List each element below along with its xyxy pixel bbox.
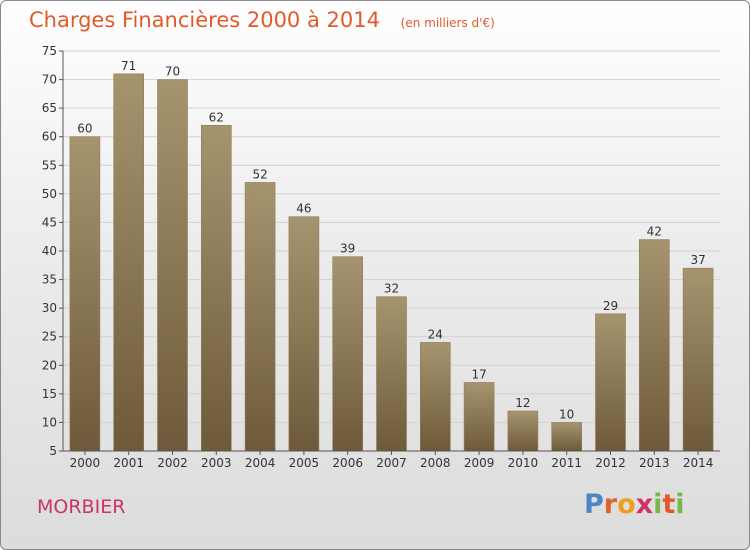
bar [551,422,583,452]
x-tick-label: 2000 [70,456,101,470]
bar [244,182,276,452]
y-tick-label: 45 [42,215,57,229]
data-label: 32 [384,282,399,296]
bar [332,256,364,452]
bar [682,267,714,452]
data-label: 70 [165,65,180,79]
x-tick-label: 2003 [201,456,232,470]
y-tick-label: 65 [42,101,57,115]
y-tick-label: 20 [42,358,57,372]
y-tick-label: 50 [42,187,57,201]
bar [638,239,670,452]
data-label: 46 [296,202,311,216]
data-label: 10 [559,407,574,421]
bar [69,136,101,452]
bar [288,216,320,452]
data-label: 24 [428,327,443,341]
bar [376,296,407,452]
y-tick-label: 55 [42,158,57,172]
logo-letter: i [653,489,663,520]
chart-unit: (en milliers d'€) [400,16,495,30]
y-tick-label: 15 [42,387,57,401]
bar [463,382,495,452]
axes: 5 10 15 20 25 30 35 40 45 50 55 60 65 70 75 2000 2001 200… [42,44,720,470]
bar [419,342,451,452]
y-tick-label: 75 [42,44,57,58]
x-tick-label: 2014 [683,456,714,470]
y-tick-label: 70 [42,73,57,87]
x-tick-label: 2004 [245,456,276,470]
data-label: 42 [647,225,662,239]
data-label: 71 [121,59,136,73]
x-tick-label: 2007 [376,456,407,470]
logo-letter: x [635,489,654,520]
logo-letter: P [584,489,604,520]
data-label: 29 [603,299,618,313]
x-tick-label: 2010 [508,456,539,470]
x-tick-label: 2012 [595,456,626,470]
data-label: 12 [515,396,530,410]
bar [157,79,188,452]
proxiti-logo[interactable]: Proxiti [584,489,685,520]
commune-name: MORBIER [37,496,126,518]
logo-letter: i [675,489,685,520]
x-tick-label: 2001 [113,456,144,470]
x-tick-label: 2009 [464,456,495,470]
data-label: 52 [252,167,267,181]
x-tick-label: 2011 [551,456,582,470]
y-tick-label: 30 [42,301,57,315]
y-tick-label: 10 [42,415,57,429]
x-tick-label: 2002 [157,456,188,470]
chart-title-text: Charges Financières 2000 à 2014 [29,8,380,32]
bar [595,313,626,452]
logo-letter: r [603,489,618,520]
chart-title: Charges Financières 2000 à 2014 (en mill… [29,8,495,32]
bars: 60 71 70 62 52 46 39 32 24 17 12 10 29 42 37 [69,59,714,452]
x-tick-label: 2006 [332,456,363,470]
x-tick-label: 2013 [639,456,670,470]
data-label: 60 [77,122,92,136]
y-tick-label: 60 [42,130,57,144]
x-tick-label: 2005 [289,456,320,470]
y-tick-label: 25 [42,330,57,344]
data-label: 62 [209,110,224,124]
bar [201,124,232,452]
x-tick-label: 2008 [420,456,451,470]
data-label: 37 [690,253,705,267]
y-tick-label: 5 [49,444,57,458]
bar [507,410,539,452]
data-label: 39 [340,242,355,256]
logo-letter: o [617,489,636,520]
y-tick-label: 40 [42,244,57,258]
y-tick-label: 35 [42,273,57,287]
bar [113,73,144,452]
data-label: 17 [471,367,486,381]
logo-letter: t [662,489,676,520]
